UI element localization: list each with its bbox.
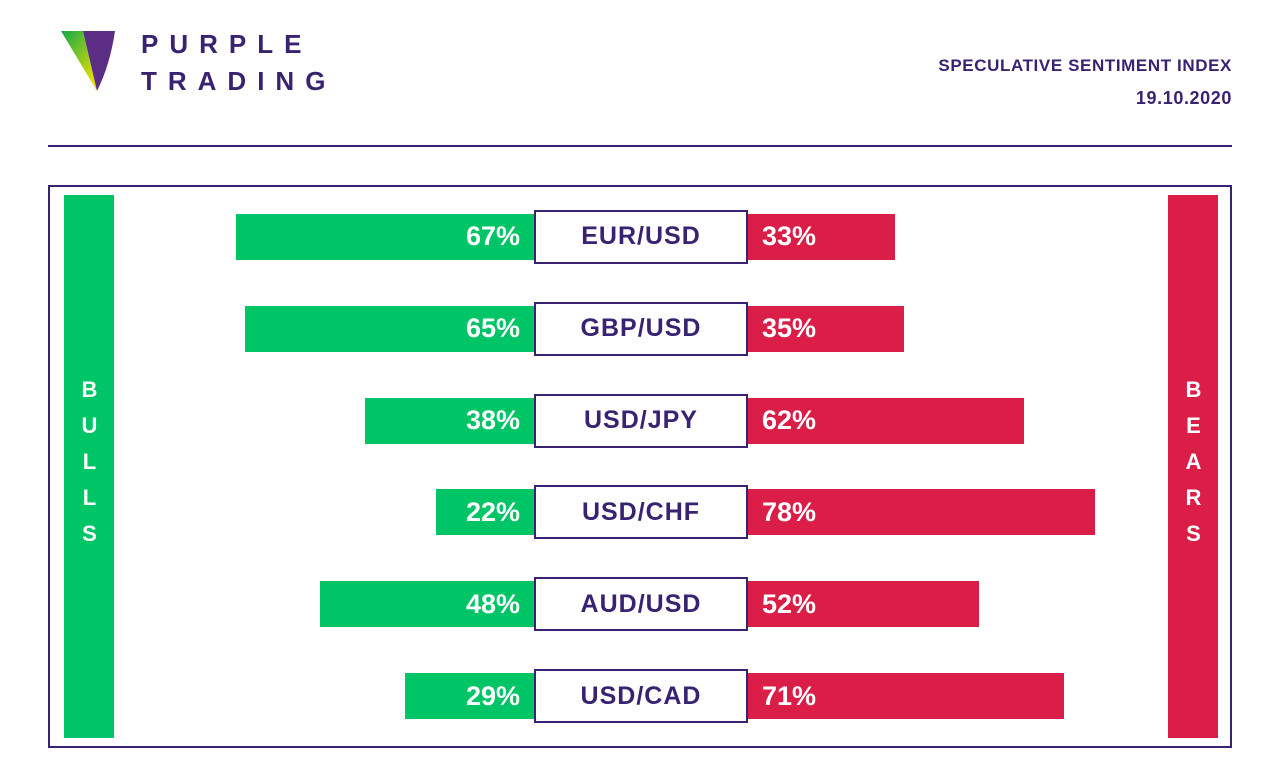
header-right: SPECULATIVE SENTIMENT INDEX 19.10.2020	[938, 26, 1232, 109]
pair-label: USD/CHF	[581, 497, 701, 526]
bears-zone: 62%	[748, 397, 1168, 444]
bears-bar: 62%	[748, 397, 1024, 444]
bulls-bar: 48%	[320, 581, 534, 628]
bulls-bar: 67%	[236, 213, 534, 260]
bulls-label: BULLS	[77, 376, 102, 557]
purple-trading-logo-icon	[61, 31, 115, 91]
header: PURPLE TRADING SPECULATIVE SENTIMENT IND…	[0, 0, 1280, 109]
bulls-value: 48%	[465, 588, 520, 619]
pair-row: 48% AUD/USD 52%	[114, 575, 1168, 633]
bulls-bar: 65%	[245, 305, 534, 352]
bears-column: BEARS	[1168, 195, 1218, 738]
pair-label: GBP/USD	[580, 314, 702, 343]
bulls-bar: 29%	[405, 673, 534, 720]
report-title: SPECULATIVE SENTIMENT INDEX	[938, 56, 1232, 75]
pair-label: USD/JPY	[584, 406, 698, 435]
bulls-bar: 22%	[436, 489, 534, 536]
pair-label-box: USD/CAD	[534, 669, 748, 724]
bears-zone: 78%	[748, 489, 1168, 536]
brand: PURPLE TRADING	[55, 26, 336, 100]
brand-line2: TRADING	[141, 66, 337, 96]
pair-label-box: USD/JPY	[534, 393, 748, 448]
bulls-zone: 48%	[114, 581, 534, 628]
bears-value: 78%	[762, 496, 817, 527]
bulls-column: BULLS	[64, 195, 114, 738]
sentiment-chart: BULLS 67% EUR/USD 33% 65% GBP/USD	[48, 185, 1232, 748]
pair-label: USD/CAD	[580, 681, 702, 710]
pair-row: 67% EUR/USD 33%	[114, 208, 1168, 266]
bears-value: 35%	[762, 313, 817, 344]
bears-label: BEARS	[1181, 376, 1206, 557]
pair-label-box: AUD/USD	[534, 577, 748, 632]
bears-value: 62%	[762, 405, 817, 436]
bears-value: 71%	[762, 680, 817, 711]
pair-label-box: USD/CHF	[534, 485, 748, 540]
bears-zone: 71%	[748, 673, 1168, 720]
header-divider	[48, 145, 1232, 147]
bears-bar: 35%	[748, 305, 904, 352]
bulls-value: 38%	[465, 405, 520, 436]
bears-zone: 52%	[748, 581, 1168, 628]
bears-value: 33%	[762, 221, 817, 252]
bears-zone: 35%	[748, 305, 1168, 352]
pair-label-box: GBP/USD	[534, 301, 748, 356]
brand-line1: PURPLE	[141, 29, 313, 59]
pair-label: EUR/USD	[581, 222, 701, 251]
pair-row: 29% USD/CAD 71%	[114, 667, 1168, 725]
bears-value: 52%	[762, 588, 817, 619]
bulls-zone: 29%	[114, 673, 534, 720]
report-date: 19.10.2020	[1135, 88, 1232, 108]
bulls-value: 65%	[465, 313, 520, 344]
bulls-bar: 38%	[365, 397, 534, 444]
bulls-value: 67%	[465, 221, 520, 252]
bulls-value: 29%	[465, 680, 520, 711]
bears-bar: 78%	[748, 489, 1095, 536]
bears-zone: 33%	[748, 213, 1168, 260]
pair-row: 22% USD/CHF 78%	[114, 483, 1168, 541]
pair-row: 38% USD/JPY 62%	[114, 392, 1168, 450]
chart-rows: 67% EUR/USD 33% 65% GBP/USD 35%	[114, 187, 1168, 746]
bulls-zone: 22%	[114, 489, 534, 536]
bulls-zone: 67%	[114, 213, 534, 260]
bulls-value: 22%	[465, 496, 520, 527]
pair-label: AUD/USD	[580, 589, 702, 618]
bulls-zone: 38%	[114, 397, 534, 444]
bears-bar: 52%	[748, 581, 979, 628]
brand-text: PURPLE TRADING	[141, 26, 336, 100]
bears-bar: 71%	[748, 673, 1064, 720]
bears-bar: 33%	[748, 213, 895, 260]
pair-row: 65% GBP/USD 35%	[114, 300, 1168, 358]
pair-label-box: EUR/USD	[534, 209, 748, 264]
bulls-zone: 65%	[114, 305, 534, 352]
